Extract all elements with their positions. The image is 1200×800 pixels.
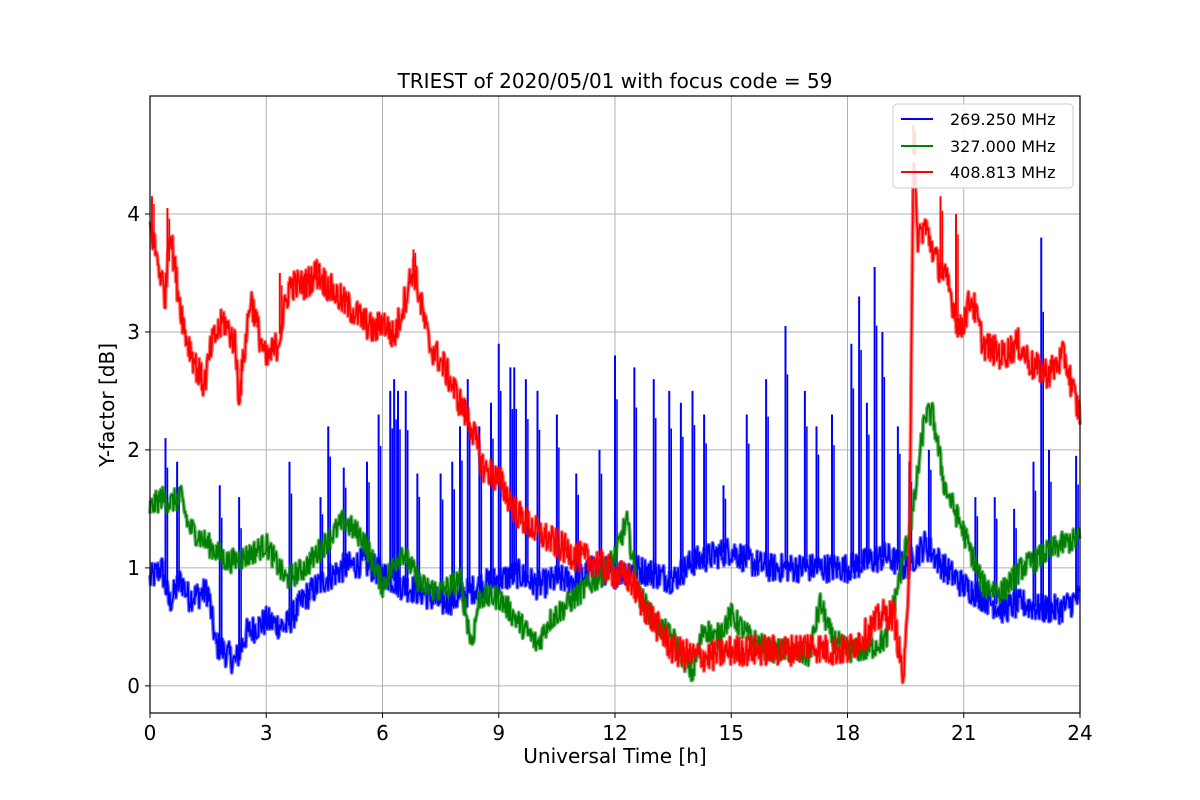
series-layer: [148, 125, 1082, 685]
chart-title: TRIEST of 2020/05/01 with focus code = 5…: [397, 69, 833, 93]
legend: 269.250 MHz 327.000 MHz 408.813 MHz: [892, 103, 1074, 189]
x-tick-label: 18: [835, 721, 860, 745]
legend-label-269: 269.250 MHz: [950, 110, 1055, 129]
y-tick-label: 0: [127, 674, 140, 698]
x-tick-label: 21: [951, 721, 976, 745]
y-tick-label: 2: [127, 438, 140, 462]
y-tick-label: 1: [127, 556, 140, 580]
series-408813: [148, 125, 1082, 685]
x-tick-label: 6: [376, 721, 389, 745]
x-tick-label: 24: [1067, 721, 1092, 745]
y-axis-label: Y-factor [dB]: [95, 343, 119, 468]
series-269250: [148, 237, 1082, 675]
x-tick-label: 0: [144, 721, 157, 745]
x-tick-label: 3: [260, 721, 273, 745]
x-tick-label: 12: [602, 721, 627, 745]
series-band: [148, 161, 1082, 685]
x-axis-label: Universal Time [h]: [523, 744, 706, 768]
legend-label-327: 327.000 MHz: [950, 137, 1055, 156]
legend-box: [892, 103, 1074, 189]
x-tick-label: 9: [492, 721, 505, 745]
x-tick-label: 15: [719, 721, 744, 745]
series-band: [148, 401, 1082, 683]
y-tick-label: 4: [127, 202, 140, 226]
series-327000: [148, 401, 1082, 683]
legend-label-408: 408.813 MHz: [950, 163, 1055, 182]
y-tick-label: 3: [127, 320, 140, 344]
